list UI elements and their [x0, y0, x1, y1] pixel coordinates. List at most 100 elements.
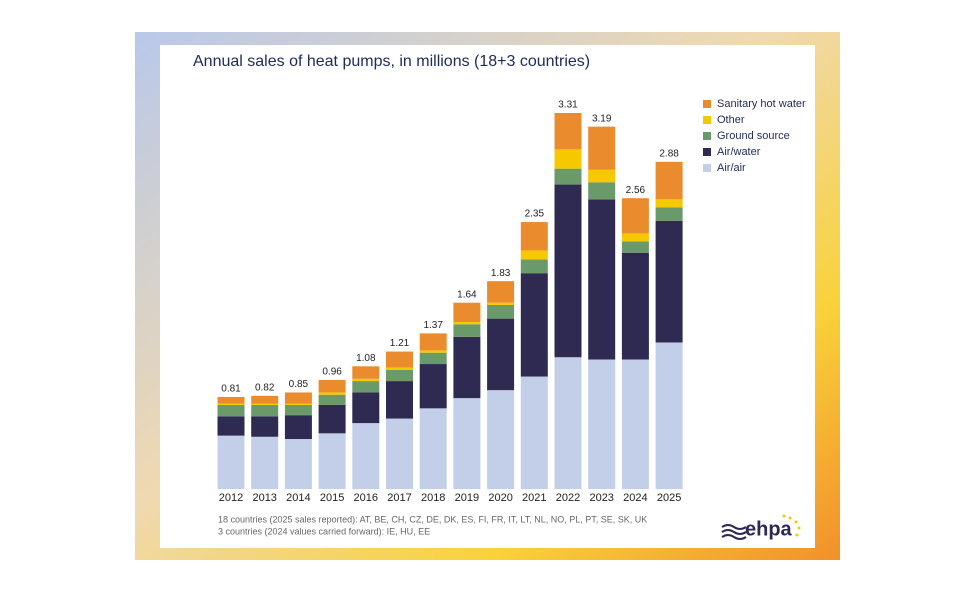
total-label: 0.85 — [289, 379, 309, 390]
total-label: 1.08 — [356, 353, 376, 364]
bar-segment — [419, 352, 447, 365]
bar-segment — [419, 408, 447, 489]
bar-segment — [386, 418, 413, 489]
bar-segment — [352, 392, 380, 424]
bar-segment — [621, 198, 649, 234]
logo: ehpa — [721, 514, 801, 540]
bar-segment — [318, 379, 346, 393]
bar-segment — [588, 359, 616, 489]
x-tick-label: 2019 — [455, 492, 479, 504]
total-label: 2.56 — [626, 185, 646, 196]
bar-segment — [554, 184, 582, 358]
x-tick-label: 2021 — [522, 492, 546, 504]
total-label: 1.21 — [390, 338, 410, 349]
bar-segment — [554, 113, 582, 150]
bar-segment — [453, 302, 481, 323]
chart-title: Annual sales of heat pumps, in millions … — [193, 53, 590, 70]
bar-segment — [520, 259, 548, 274]
x-tick-label: 2014 — [286, 492, 310, 504]
bar-segment — [487, 318, 515, 391]
x-tick-label: 2018 — [421, 492, 445, 504]
legend-label: Air/water — [717, 146, 761, 158]
total-label: 1.37 — [423, 320, 443, 331]
bar-segment — [655, 342, 683, 489]
bar-segment — [453, 322, 481, 325]
bar-segment — [284, 439, 312, 489]
x-tick-label: 2012 — [219, 492, 243, 504]
bar-segment — [251, 403, 279, 405]
bar-segment — [217, 416, 245, 436]
total-label: 0.96 — [322, 367, 342, 378]
bar-segment — [487, 390, 515, 489]
total-label: 2.35 — [525, 209, 545, 220]
legend-label: Air/air — [717, 162, 746, 174]
bar-segment — [453, 324, 481, 337]
x-tick-label: 2020 — [488, 492, 512, 504]
bar-segment — [386, 367, 413, 370]
bar-segment — [655, 220, 683, 343]
bar-segment — [621, 233, 649, 242]
bar-segment — [588, 169, 616, 183]
bar-segment — [453, 398, 481, 489]
legend-label: Ground source — [717, 130, 790, 142]
bar-segment — [520, 250, 548, 260]
bar-segment — [520, 222, 548, 251]
bar-segment — [588, 182, 616, 200]
bar-segment — [554, 357, 582, 489]
total-label: 2.88 — [659, 148, 679, 159]
bar-segment — [386, 369, 413, 382]
bar-segment — [520, 273, 548, 377]
bar-segment — [621, 252, 649, 360]
bar-segment — [621, 359, 649, 489]
total-label: 0.82 — [255, 382, 275, 393]
bar-segment — [554, 168, 582, 185]
bar-segment — [284, 392, 312, 404]
bar-segment — [487, 302, 515, 305]
x-tick-label: 2015 — [320, 492, 344, 504]
bar-segment — [655, 199, 683, 208]
x-tick-label: 2013 — [252, 492, 276, 504]
bar-segment — [487, 304, 515, 319]
x-tick-label: 2016 — [354, 492, 378, 504]
logo-text: ehpa — [745, 518, 793, 540]
bar-segment — [352, 381, 380, 393]
bar-segment — [217, 435, 245, 489]
bar-segment — [655, 207, 683, 221]
bar-segment — [318, 392, 346, 395]
total-label: 1.83 — [491, 268, 511, 279]
footnote: 3 countries (2024 values carried forward… — [218, 526, 430, 536]
legend-swatch — [703, 100, 711, 108]
bar-segment — [487, 281, 515, 303]
bar-segment — [217, 396, 245, 404]
bar-segment — [520, 376, 548, 489]
legend-label: Other — [717, 114, 745, 126]
bar-segment — [318, 404, 346, 434]
bar-segment — [251, 436, 279, 489]
x-tick-label: 2022 — [556, 492, 580, 504]
bar-segment — [655, 161, 683, 200]
bar-segment — [419, 350, 447, 353]
bar-segment — [217, 403, 245, 405]
bar-segment — [419, 333, 447, 351]
x-tick-label: 2023 — [589, 492, 613, 504]
bar-segment — [621, 241, 649, 253]
legend-swatch — [703, 116, 711, 124]
bar-segment — [352, 423, 380, 489]
x-tick-label: 2017 — [387, 492, 411, 504]
legend-swatch — [703, 132, 711, 140]
total-label: 0.81 — [221, 384, 241, 395]
legend-swatch — [703, 164, 711, 172]
x-tick-label: 2025 — [657, 492, 681, 504]
bar-segment — [284, 404, 312, 416]
bar-segment — [318, 433, 346, 489]
bar-segment — [251, 395, 279, 404]
total-label: 1.64 — [457, 289, 477, 300]
bar-segment — [386, 381, 413, 419]
bar-segment — [386, 351, 413, 368]
bar-segment — [588, 126, 616, 170]
bar-segment — [318, 394, 346, 405]
total-label: 3.19 — [592, 113, 612, 124]
bar-segment — [251, 416, 279, 437]
bar-segment — [588, 199, 616, 360]
